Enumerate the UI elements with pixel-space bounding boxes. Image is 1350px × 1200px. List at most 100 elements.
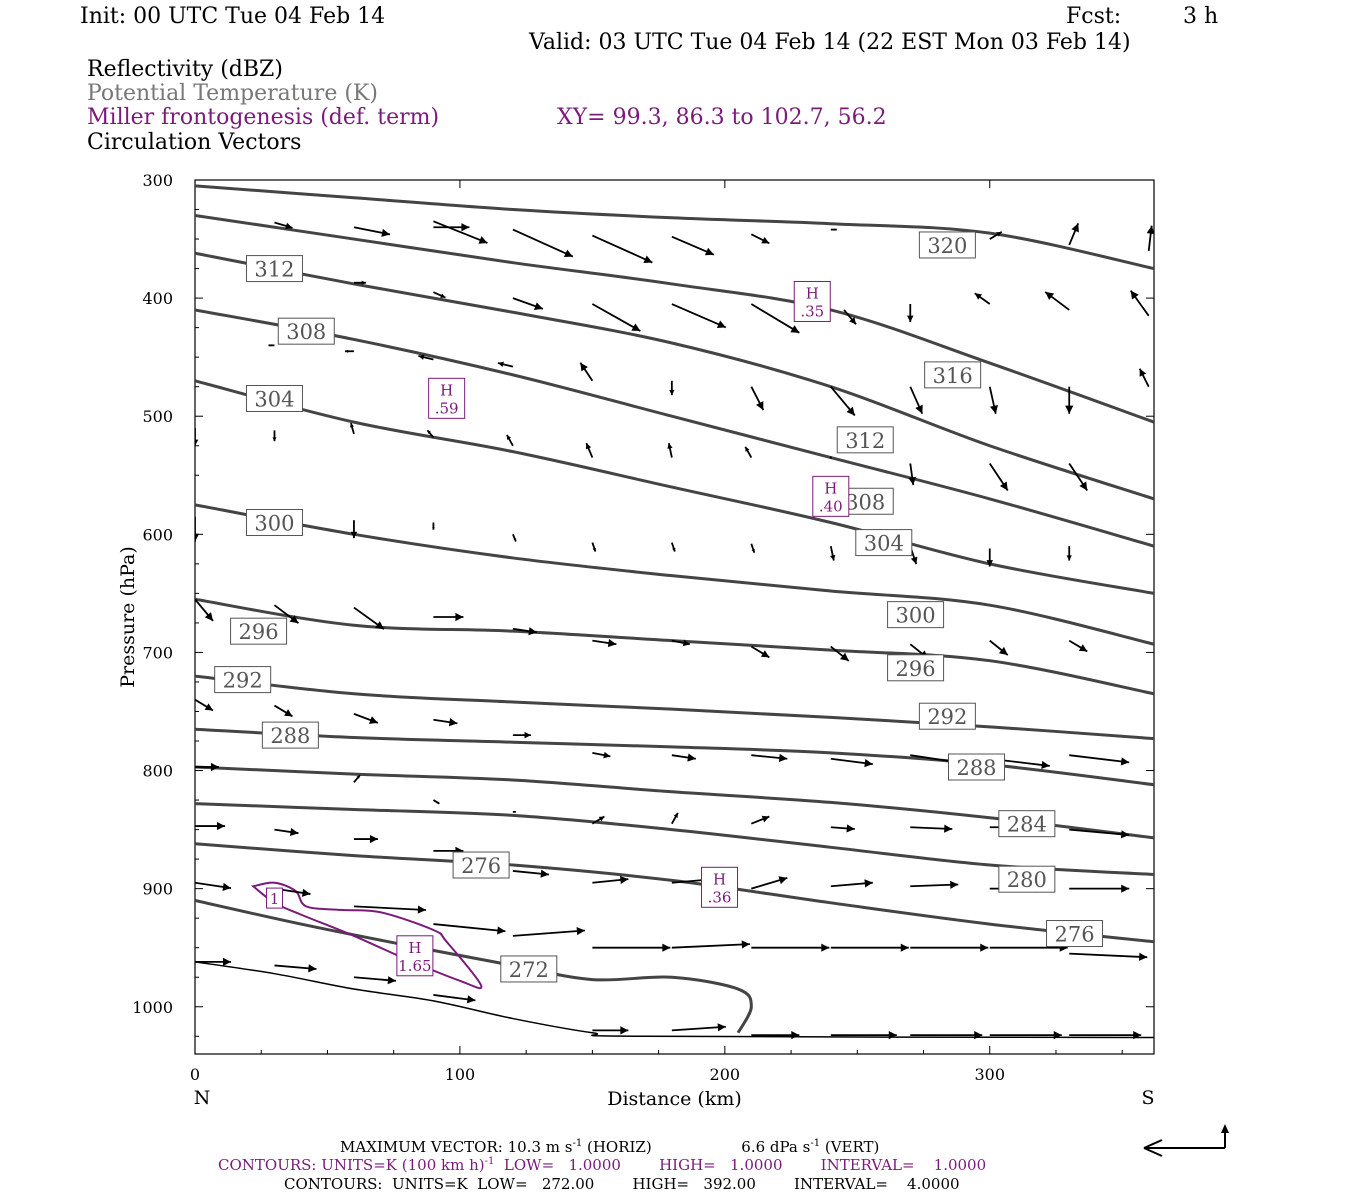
theta-label: 304 — [855, 529, 913, 557]
circulation-vector — [592, 751, 611, 759]
vector-head — [907, 315, 914, 323]
circulation-vector — [986, 548, 994, 567]
circulation-vector — [512, 627, 538, 636]
circulation-vector — [750, 303, 800, 334]
circulation-vector — [433, 220, 488, 244]
x-tick-label: 100 — [445, 1065, 476, 1084]
vector-head — [864, 759, 873, 768]
vector-head — [980, 943, 989, 952]
vector-head — [284, 709, 293, 717]
frontogenesis-contour — [250, 881, 483, 990]
theta-label-box — [245, 509, 303, 537]
vector-shaft — [671, 943, 750, 949]
high-box — [812, 475, 850, 517]
vector-head — [619, 875, 629, 885]
circulation-vector — [830, 1031, 897, 1040]
y-tick-label: 500 — [142, 407, 173, 426]
vector-head — [998, 646, 1008, 656]
circulation-vector — [989, 231, 1003, 240]
vector-head — [662, 943, 671, 952]
theta-label-box — [261, 721, 319, 749]
max-vector-horiz: (HORIZ) — [582, 1138, 652, 1156]
vector-head — [996, 231, 1002, 237]
circulation-vector — [829, 545, 836, 561]
vector-head — [497, 926, 506, 935]
circulation-vector — [750, 233, 770, 245]
circulation-vector — [591, 542, 597, 552]
vector-head — [1121, 884, 1130, 893]
circulation-vector — [671, 1023, 726, 1032]
vector-head — [1139, 368, 1147, 377]
circulation-vector — [671, 940, 750, 949]
vector-head — [533, 302, 543, 311]
circulation-vector — [418, 354, 434, 361]
theta-label-text: 304 — [254, 388, 294, 412]
theta-label-box — [887, 601, 945, 629]
field-potential-temperature: Potential Temperature (K) — [87, 81, 378, 106]
reference-vertical-head — [1221, 1124, 1229, 1133]
circulation-vector — [669, 380, 675, 396]
circulation-vector — [1129, 290, 1150, 317]
theta-label: 292 — [214, 666, 272, 694]
vector-shaft — [1069, 952, 1148, 959]
init-time: Init: 00 UTC Tue 04 Feb 14 — [80, 4, 386, 29]
vector-head — [839, 652, 849, 661]
max-vector-vert: (VERT) — [820, 1138, 880, 1156]
circulation-vector — [433, 923, 506, 935]
vector-head — [418, 354, 425, 360]
circulation-vector — [910, 824, 953, 833]
vector-head — [350, 423, 354, 428]
circulation-vector — [671, 812, 679, 825]
y-tick-label: 300 — [142, 171, 173, 190]
circulation-vector — [512, 927, 585, 937]
vector-shaft — [433, 220, 488, 244]
circulation-vector — [671, 639, 691, 647]
circulation-vector — [592, 638, 617, 648]
high-letter: H — [408, 939, 421, 957]
circulation-vector — [592, 943, 671, 952]
high-value: .59 — [435, 399, 459, 417]
vector-head — [540, 869, 549, 878]
circulation-vector — [907, 304, 914, 323]
circulation-vector — [908, 463, 917, 486]
vector-head — [1120, 757, 1130, 766]
circulation-vector — [274, 964, 317, 973]
y-tick-label: 1000 — [132, 998, 173, 1017]
vector-head — [791, 1031, 800, 1040]
forecast-label: Fcst: — [1066, 4, 1122, 29]
frontogenesis-contour-label-box — [265, 887, 283, 909]
vector-head — [1041, 760, 1050, 770]
superscript: -1 — [572, 1138, 583, 1149]
circulation-vector — [353, 905, 426, 914]
circulation-vector — [195, 598, 214, 622]
circulation-vector — [671, 303, 727, 329]
vector-head — [745, 446, 750, 452]
high-value: .40 — [819, 497, 843, 515]
circulation-vector — [750, 386, 765, 411]
reference-vector — [1143, 1124, 1229, 1157]
theta-contour — [195, 597, 1154, 696]
theta-label: 288 — [261, 721, 319, 749]
x-axis-label: Distance (km) — [607, 1088, 742, 1110]
circulation-vector — [274, 704, 293, 718]
theta-label: 316 — [924, 361, 982, 389]
circulation-vector — [591, 815, 605, 825]
circulation-vector — [268, 344, 275, 347]
theta-label-text: 292 — [927, 705, 967, 729]
theta-label: 296 — [887, 654, 945, 682]
vector-head — [1130, 290, 1139, 300]
field-circulation-vectors: Circulation Vectors — [87, 130, 302, 155]
frontogenesis-high: H.35 — [793, 280, 831, 322]
max-vector-vert-text: 6.6 dPa s — [741, 1138, 811, 1156]
vector-head — [204, 612, 213, 621]
frontogenesis-high: H.40 — [812, 475, 850, 517]
vector-head — [1078, 644, 1088, 652]
vector-head — [846, 406, 855, 416]
y-axis-label: Pressure (hPa) — [117, 546, 139, 688]
vector-head — [631, 323, 641, 332]
circulation-vector — [433, 291, 446, 299]
high-box — [428, 377, 466, 419]
theta-label-box — [245, 255, 303, 283]
vector-head — [1045, 291, 1055, 300]
circulation-vector — [272, 430, 277, 442]
